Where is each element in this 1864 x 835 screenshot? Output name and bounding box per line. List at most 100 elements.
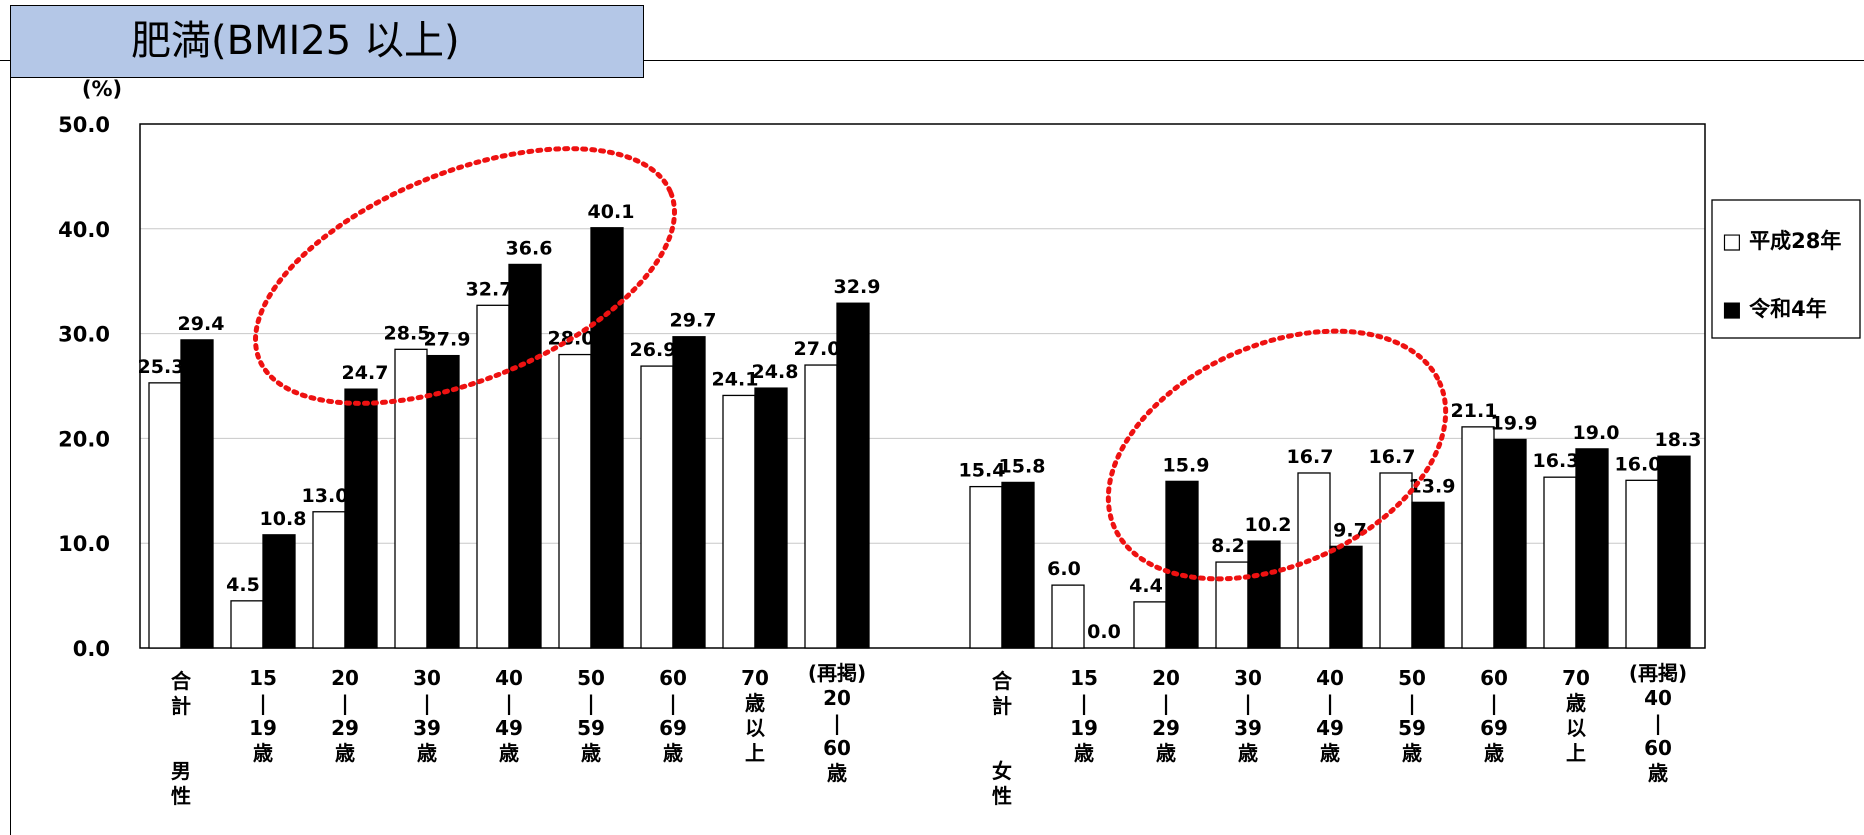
bar-h28	[148, 382, 182, 649]
x-category-label: 合	[171, 669, 192, 693]
bar-h28	[722, 394, 756, 649]
data-label: 4.4	[1129, 575, 1163, 597]
x-category-label: 40	[1644, 686, 1672, 710]
data-label: 10.8	[260, 508, 307, 530]
bar-r4	[1165, 480, 1199, 649]
x-category-label: 19	[249, 716, 277, 740]
bar-r4	[1575, 448, 1609, 649]
bar-h28	[476, 304, 510, 649]
x-category-label: |	[833, 711, 840, 735]
data-label: 25.3	[138, 356, 185, 378]
x-category-label: 30	[413, 666, 441, 690]
legend-item-r4: ■ 令和4年	[1722, 297, 1827, 321]
x-category-label: 59	[1398, 716, 1426, 740]
data-label: 27.9	[424, 329, 471, 351]
bar-r4	[1329, 545, 1363, 649]
highlight-ellipse	[253, 146, 677, 406]
x-category-label: 69	[1480, 716, 1508, 740]
x-category-label: 歳	[1484, 741, 1504, 765]
data-label: 40.1	[588, 201, 635, 223]
x-category-label: 60	[1480, 666, 1508, 690]
x-category-label: 歳	[745, 691, 765, 715]
x-category-label: 以	[745, 716, 765, 740]
bar-h28	[1543, 476, 1577, 649]
data-label: 32.9	[834, 276, 881, 298]
x-category-label: (再掲)	[808, 661, 866, 685]
x-category-label: 15	[249, 666, 277, 690]
bar-h28	[1133, 601, 1167, 649]
data-label: 16.3	[1533, 450, 1580, 472]
x-category-label: 29	[331, 716, 359, 740]
bar-h28	[1625, 479, 1659, 649]
bar-r4	[508, 263, 542, 649]
data-label: 16.7	[1369, 446, 1416, 468]
x-category-label: 歳	[417, 741, 437, 765]
highlight-ellipse	[1105, 328, 1449, 582]
bar-h28	[1215, 561, 1249, 649]
x-group-label: 男	[171, 759, 191, 783]
x-category-label: |	[1162, 691, 1169, 715]
x-category-label: 49	[495, 716, 523, 740]
data-label: 10.2	[1245, 514, 1292, 536]
data-label: 16.0	[1615, 453, 1662, 475]
x-category-label: 歳	[827, 761, 847, 785]
x-category-label: 50	[1398, 666, 1426, 690]
x-category-label: 60	[659, 666, 687, 690]
data-label: 16.7	[1287, 446, 1334, 468]
data-label: 19.9	[1491, 412, 1538, 434]
x-category-label: 歳	[1566, 691, 1586, 715]
x-category-label: (再掲)	[1629, 661, 1687, 685]
bar-r4	[672, 336, 706, 649]
data-label: 24.1	[712, 368, 759, 390]
y-axis-unit: (%)	[82, 77, 122, 101]
bar-r4	[1493, 438, 1527, 649]
x-category-label: 計	[992, 694, 1012, 718]
bar-r4	[180, 339, 214, 649]
bar-h28	[804, 364, 838, 649]
data-label: 6.0	[1047, 558, 1081, 580]
bar-h28	[394, 348, 428, 649]
x-category-label: |	[505, 691, 512, 715]
data-label: 4.5	[226, 574, 260, 596]
bar-r4	[1247, 540, 1281, 649]
x-category-label: 20	[331, 666, 359, 690]
y-tick-label: 30.0	[58, 323, 110, 347]
y-tick-label: 50.0	[58, 113, 110, 137]
data-label: 24.8	[752, 361, 799, 383]
bar-h28	[1379, 472, 1413, 649]
data-label: 19.0	[1573, 422, 1620, 444]
bar-r4	[426, 354, 460, 649]
x-category-label: 15	[1070, 666, 1098, 690]
x-category-label: |	[259, 691, 266, 715]
data-label: 28.5	[384, 322, 431, 344]
x-category-label: 50	[577, 666, 605, 690]
legend-box	[1711, 199, 1861, 339]
x-category-label: 歳	[1238, 741, 1258, 765]
x-category-label: 59	[577, 716, 605, 740]
bar-r4	[262, 534, 296, 649]
data-label: 15.9	[1163, 454, 1210, 476]
bar-h28	[969, 485, 1003, 649]
plot-frame	[139, 123, 1706, 649]
chart-title: 肥満(BMI25 以上)	[10, 5, 644, 78]
bar-h28	[1051, 584, 1085, 649]
bar-r4	[1657, 455, 1691, 649]
data-label: 13.9	[1409, 475, 1456, 497]
x-category-label: 40	[1316, 666, 1344, 690]
x-category-label: 歳	[1320, 741, 1340, 765]
x-category-label: 歳	[1074, 741, 1094, 765]
data-label: 15.8	[999, 455, 1046, 477]
x-category-label: 69	[659, 716, 687, 740]
x-category-label: 歳	[1156, 741, 1176, 765]
x-category-label: |	[587, 691, 594, 715]
legend-item-h28: □ 平成28年	[1722, 229, 1841, 253]
x-category-label: 合	[992, 669, 1013, 693]
data-label: 18.3	[1655, 429, 1702, 451]
data-label: 29.7	[670, 310, 717, 332]
x-category-label: 60	[823, 736, 851, 760]
bar-r4	[836, 302, 870, 649]
x-category-label: 歳	[1402, 741, 1422, 765]
data-label: 21.1	[1451, 400, 1498, 422]
data-label: 0.0	[1087, 621, 1121, 643]
